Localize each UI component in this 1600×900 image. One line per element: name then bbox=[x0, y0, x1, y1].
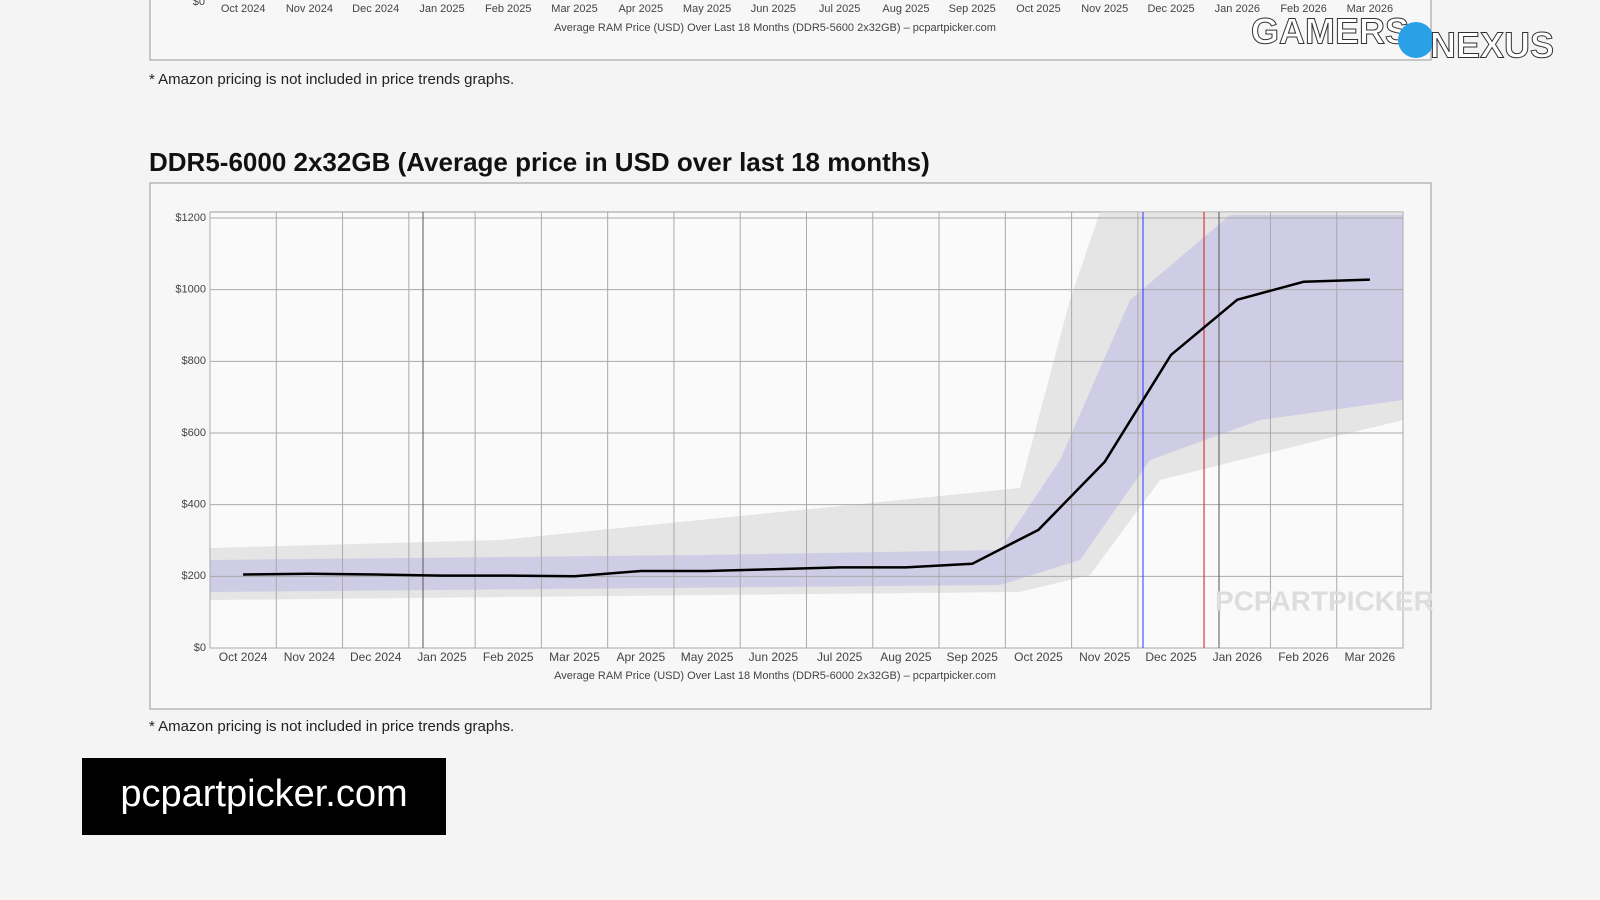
top-x-tick-label: Jan 2025 bbox=[419, 3, 464, 15]
chart-title: DDR5-6000 2x32GB (Average price in USD o… bbox=[149, 147, 930, 177]
footnote: * Amazon pricing is not included in pric… bbox=[149, 71, 514, 88]
y-tick-label: $0 bbox=[194, 642, 206, 654]
top-x-tick-label: Nov 2025 bbox=[1081, 3, 1128, 15]
x-tick-label: May 2025 bbox=[681, 650, 734, 664]
top-x-tick-label: Feb 2025 bbox=[485, 3, 531, 15]
top-caption: Average RAM Price (USD) Over Last 18 Mon… bbox=[554, 22, 996, 34]
source-badge bbox=[82, 758, 446, 835]
x-tick-label: Mar 2025 bbox=[549, 650, 600, 664]
top-x-tick-label: Jul 2025 bbox=[819, 3, 861, 15]
x-tick-label: Oct 2024 bbox=[219, 650, 268, 664]
top-x-tick-label: Oct 2025 bbox=[1016, 3, 1061, 15]
top-y-label: $0 bbox=[193, 0, 205, 8]
y-tick-label: $1000 bbox=[175, 284, 206, 296]
top-x-tick-label: Mar 2026 bbox=[1347, 3, 1393, 15]
x-tick-label: Apr 2025 bbox=[616, 650, 665, 664]
y-tick-label: $400 bbox=[182, 499, 206, 511]
x-tick-label: Feb 2025 bbox=[483, 650, 534, 664]
y-tick-label: $800 bbox=[182, 355, 206, 367]
x-tick-label: Dec 2025 bbox=[1145, 650, 1197, 664]
top-x-tick-label: Aug 2025 bbox=[882, 3, 929, 15]
x-tick-label: Mar 2026 bbox=[1345, 650, 1396, 664]
y-tick-label: $200 bbox=[182, 570, 206, 582]
x-tick-label: Jan 2026 bbox=[1213, 650, 1263, 664]
x-axis-label: Average RAM Price (USD) Over Last 18 Mon… bbox=[554, 670, 996, 682]
top-x-tick-label: Nov 2024 bbox=[286, 3, 333, 15]
x-tick-label: Nov 2024 bbox=[284, 650, 336, 664]
x-tick-label: Jul 2025 bbox=[817, 650, 863, 664]
top-x-tick-label: Apr 2025 bbox=[618, 3, 663, 15]
x-tick-label: Nov 2025 bbox=[1079, 650, 1131, 664]
top-x-tick-label: Jan 2026 bbox=[1215, 3, 1260, 15]
y-tick-label: $600 bbox=[182, 427, 206, 439]
retailer-prices bbox=[210, 215, 1403, 592]
price-line bbox=[243, 278, 1370, 578]
logo-text: GAMERS bbox=[1251, 11, 1409, 52]
x-tick-label: Oct 2025 bbox=[1014, 650, 1063, 664]
x-tick-label: Aug 2025 bbox=[880, 650, 932, 664]
logo-text: NEXUS bbox=[1430, 25, 1554, 66]
x-tick-label: Feb 2026 bbox=[1278, 650, 1329, 664]
top-x-tick-label: Jun 2025 bbox=[751, 3, 796, 15]
top-x-tick-label: Dec 2024 bbox=[352, 3, 399, 15]
x-tick-label: Jan 2025 bbox=[417, 650, 467, 664]
top-x-tick-label: Dec 2025 bbox=[1147, 3, 1194, 15]
top-x-tick-label: Mar 2025 bbox=[551, 3, 597, 15]
top-x-tick-label: Oct 2024 bbox=[221, 3, 266, 15]
x-tick-label: Jun 2025 bbox=[749, 650, 799, 664]
top-x-tick-label: Sep 2025 bbox=[949, 3, 996, 15]
watermark: PCPARTPICKER bbox=[1215, 585, 1434, 616]
price-range bbox=[210, 212, 1403, 600]
source-badge-text: pcpartpicker.com bbox=[120, 773, 407, 815]
top-x-tick-label: Feb 2026 bbox=[1280, 3, 1326, 15]
top-chart-frame bbox=[149, 0, 1432, 61]
logo-icon bbox=[1398, 22, 1434, 58]
y-tick-label: $1200 bbox=[175, 212, 206, 224]
x-tick-label: Dec 2024 bbox=[350, 650, 402, 664]
footnote: * Amazon pricing is not included in pric… bbox=[149, 718, 514, 735]
x-tick-label: Sep 2025 bbox=[946, 650, 998, 664]
top-x-tick-label: May 2025 bbox=[683, 3, 731, 15]
